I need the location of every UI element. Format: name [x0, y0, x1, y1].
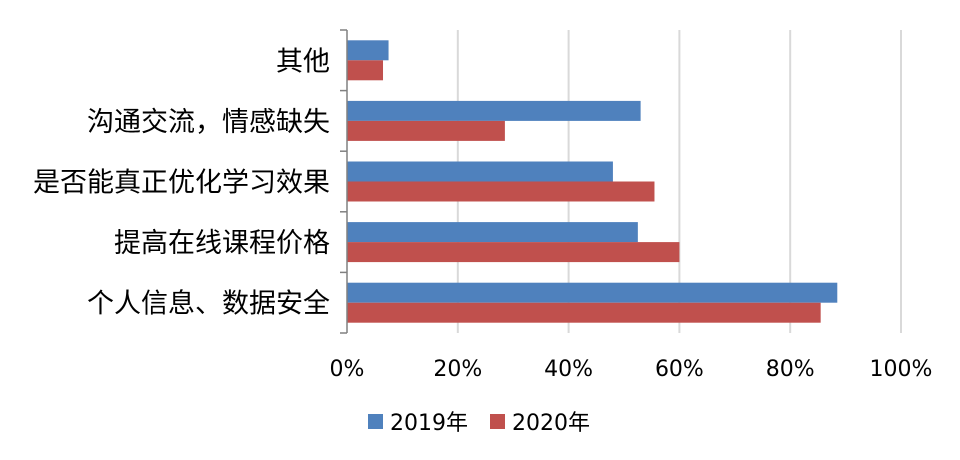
tick-label-60: 60% — [655, 357, 704, 382]
tick-label-0: 0% — [330, 357, 365, 382]
axes — [340, 29, 348, 334]
bars — [347, 40, 838, 323]
legend-swatch-series-2 — [490, 413, 505, 429]
bar-2-3 — [347, 181, 655, 202]
bar-1-1 — [347, 40, 389, 61]
tick-label-20: 20% — [433, 357, 482, 382]
bar-2-5 — [347, 302, 821, 323]
gridlines — [456, 30, 902, 333]
bar-2-4 — [347, 242, 680, 263]
tick-labels: 0% 20% 40% 60% 80% 100% — [330, 357, 933, 382]
bar-1-5 — [347, 282, 838, 303]
category-label-3: 是否能真正优化学习效果 — [33, 168, 330, 199]
category-label-4: 提高在线课程价格 — [114, 228, 330, 259]
legend-item-series-2: 2020年 — [490, 405, 590, 437]
category-label-2: 沟通交流，情感缺失 — [87, 107, 330, 138]
tick-label-40: 40% — [544, 357, 593, 382]
legend: 2019年 2020年 — [368, 405, 612, 437]
bar-1-2 — [347, 100, 641, 121]
legend-item-series-1: 2019年 — [368, 405, 468, 437]
bar-2-2 — [347, 120, 505, 141]
legend-label-series-2: 2020年 — [512, 411, 590, 436]
tick-label-100: 100% — [870, 357, 933, 382]
category-label-1: 其他 — [276, 46, 330, 77]
legend-label-series-1: 2019年 — [390, 411, 468, 436]
bar-1-4 — [347, 222, 638, 243]
category-label-5: 个人信息、数据安全 — [87, 289, 330, 320]
bar-2-1 — [347, 60, 384, 81]
legend-swatch-series-1 — [368, 413, 383, 429]
bar-1-3 — [347, 161, 613, 182]
tick-label-80: 80% — [766, 357, 815, 382]
